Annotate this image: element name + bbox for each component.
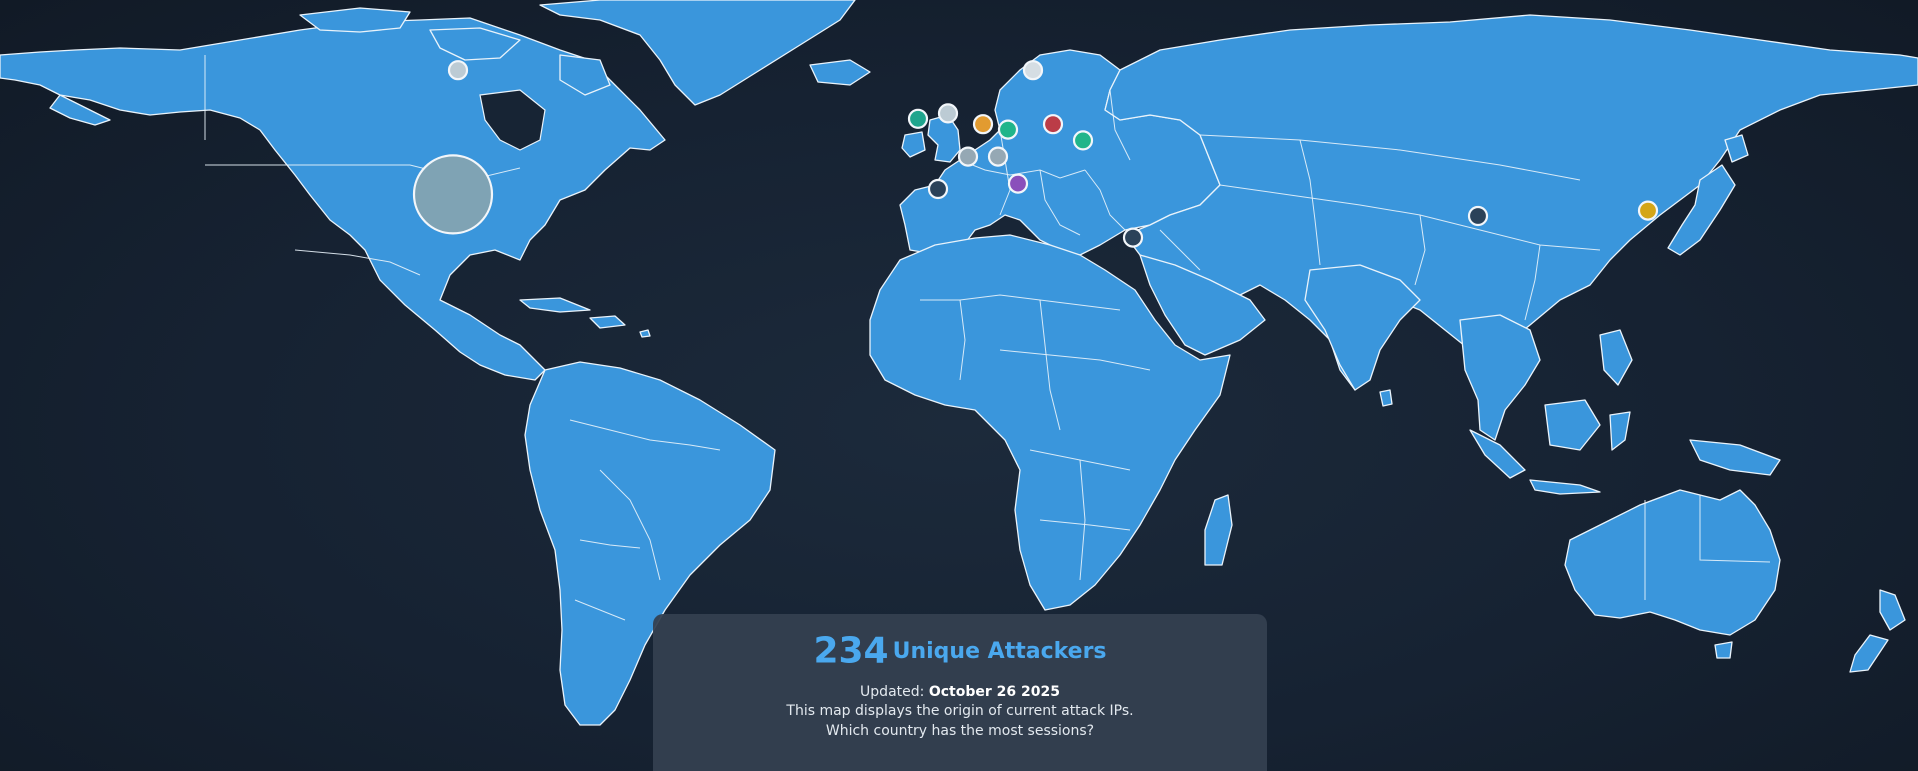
arabian-peninsula [1139, 254, 1266, 356]
south-america[interactable] [524, 361, 776, 726]
marker-united-states[interactable] [412, 154, 494, 235]
marker-japan[interactable] [1637, 200, 1659, 221]
hudson-bay [479, 89, 546, 151]
iceland [809, 59, 871, 86]
marker-ukraine[interactable] [1072, 130, 1094, 151]
borneo [1544, 399, 1601, 451]
marker-ireland[interactable] [907, 108, 929, 129]
caribbean-small [639, 329, 651, 338]
africa[interactable] [869, 234, 1231, 611]
marker-france[interactable] [957, 146, 979, 167]
new-guinea [1689, 439, 1781, 476]
marker-sweden[interactable] [1022, 60, 1044, 81]
ireland-island [901, 131, 926, 158]
sumatra [1469, 429, 1526, 479]
marker-israel[interactable] [1122, 227, 1144, 248]
updated-date: October 26 2025 [928, 683, 1060, 700]
madagascar [1204, 494, 1233, 566]
marker-spain[interactable] [927, 178, 949, 200]
land-layer [0, 0, 1918, 726]
marker-switzerland[interactable] [987, 146, 1009, 167]
sulawesi [1609, 411, 1631, 451]
marker-germany[interactable] [997, 119, 1019, 140]
info-panel: 234 Unique Attackers Updated: October 26 … [653, 614, 1267, 771]
australia[interactable] [1564, 489, 1781, 636]
arctic-islands-2 [429, 27, 521, 61]
attacker-count: 234 [813, 630, 889, 672]
marker-netherlands[interactable] [972, 114, 994, 135]
sri-lanka [1379, 389, 1393, 407]
cuba [519, 297, 591, 313]
border-layer [204, 55, 1771, 621]
new-zealand-south [1849, 634, 1889, 673]
indochina [1459, 314, 1541, 441]
marker-china[interactable] [1467, 205, 1489, 227]
arctic-islands-3 [559, 54, 611, 96]
marker-italy[interactable] [1007, 173, 1029, 194]
attacker-count-label: Unique Attackers [892, 638, 1107, 664]
alaska-peninsula [49, 94, 111, 126]
headline: 234 Unique Attackers [653, 630, 1267, 673]
updated-prefix: Updated: [860, 683, 925, 700]
india [1304, 264, 1421, 391]
greenland[interactable] [539, 0, 856, 106]
map-description: This map displays the origin of current … [786, 703, 1134, 719]
map-question: Which country has the most sessions? [825, 722, 1095, 739]
marker-canada[interactable] [447, 60, 469, 81]
tasmania [1714, 641, 1733, 659]
japan-islands [1667, 164, 1736, 256]
updated-line: Updated: October 26 2025 [653, 683, 1267, 703]
java [1529, 479, 1601, 495]
arctic-islands-1 [299, 7, 411, 33]
hispaniola [589, 315, 626, 329]
new-zealand-north [1879, 589, 1906, 631]
hokkaido [1724, 134, 1749, 163]
marker-poland[interactable] [1042, 114, 1064, 135]
marker-layer [412, 60, 1659, 248]
marker-united-kingdom[interactable] [937, 103, 959, 124]
philippines [1599, 329, 1633, 386]
